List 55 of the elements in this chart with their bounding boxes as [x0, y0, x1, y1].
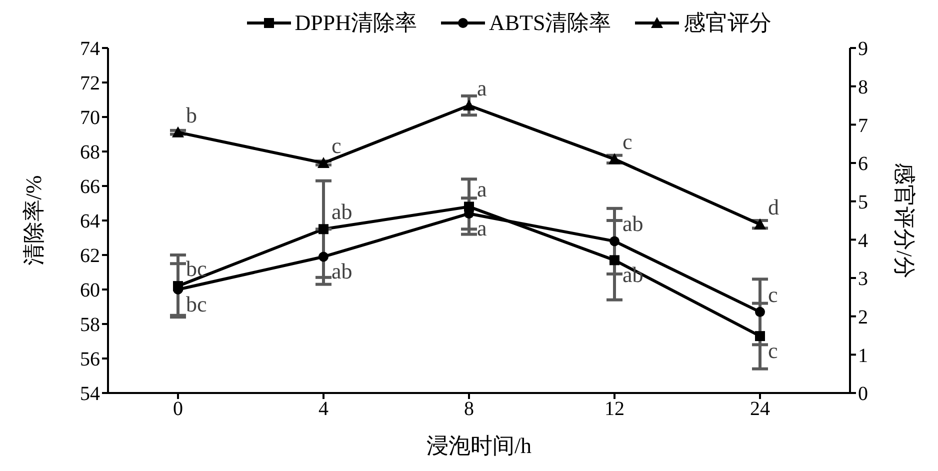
annotation: d: [768, 194, 779, 220]
annotation: a: [477, 176, 487, 202]
annotation: bc: [186, 292, 207, 316]
annotation: a: [477, 76, 487, 100]
annotation: ab: [332, 199, 352, 224]
y-tick-label: 54: [80, 383, 100, 406]
y-tick-label: 64: [80, 210, 100, 233]
annotation: a: [477, 216, 487, 241]
x-axis-title: 浸泡时间/h: [426, 433, 532, 458]
x-tick-label: 4: [318, 398, 328, 420]
y2-tick-label: 8: [858, 76, 868, 98]
y2-tick-label: 4: [858, 230, 868, 252]
point: [610, 236, 620, 246]
point: [318, 252, 328, 262]
point: [755, 306, 765, 317]
annotation: c: [622, 129, 632, 154]
legend-label: DPPH清除率: [294, 9, 417, 37]
point: [610, 255, 620, 266]
y2-tick-label: 1: [858, 344, 868, 367]
point: [318, 157, 330, 168]
y-tick-label: 62: [80, 245, 100, 268]
y-tick-label: 58: [80, 314, 100, 336]
annotation: c: [768, 338, 778, 364]
y2-tick-label: 0: [858, 383, 868, 406]
y2-tick-label: 6: [858, 153, 868, 176]
annotation: c: [768, 282, 778, 307]
point: [318, 224, 328, 234]
y-tick-label: 56: [80, 348, 100, 371]
y-tick-label: 68: [80, 142, 100, 164]
y-axis-title: 清除率/%: [20, 175, 46, 266]
annotation: c: [332, 133, 342, 158]
x-tick-label: 8: [464, 398, 474, 420]
point: [463, 100, 475, 110]
y-tick-label: 72: [80, 72, 100, 95]
y-tick-label: 74: [80, 38, 100, 60]
y2-tick-label: 5: [858, 191, 868, 214]
y2-tick-label: 9: [858, 38, 868, 60]
annotation: b: [186, 102, 197, 128]
y2-tick-label: 3: [858, 268, 868, 290]
x-tick-label: 12: [604, 398, 624, 420]
legend-label: 感官评分: [682, 9, 772, 37]
annotation: ab: [622, 211, 644, 236]
point: [172, 126, 184, 138]
x-tick-label: 24: [750, 398, 770, 420]
annotation: ab: [332, 258, 352, 284]
y2-tick-label: 2: [858, 306, 868, 328]
legend-label: ABTS清除率: [488, 9, 612, 37]
point: [755, 331, 765, 342]
y-tick-label: 66: [80, 176, 100, 198]
x-tick-label: 0: [173, 398, 183, 420]
y-tick-label: 60: [80, 280, 100, 302]
y-tick-label: 70: [80, 107, 100, 130]
annotation: bc: [186, 256, 207, 282]
y2-tick-label: 7: [858, 114, 868, 137]
y2-axis-title: 感官评分/分: [892, 162, 918, 279]
